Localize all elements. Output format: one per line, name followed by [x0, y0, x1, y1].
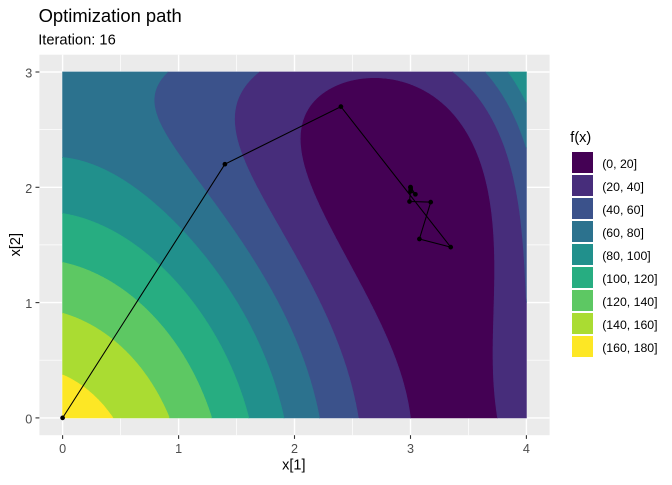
svg-text:1: 1: [175, 442, 182, 456]
svg-text:(40, 60]: (40, 60]: [602, 203, 644, 217]
svg-text:3: 3: [25, 67, 32, 81]
svg-text:2: 2: [25, 182, 32, 196]
svg-text:2: 2: [291, 442, 298, 456]
svg-text:0: 0: [59, 442, 66, 456]
svg-text:Iteration: 16: Iteration: 16: [38, 33, 116, 49]
svg-text:(0, 20]: (0, 20]: [602, 157, 637, 171]
svg-text:x[1]: x[1]: [282, 458, 305, 474]
svg-text:0: 0: [25, 413, 32, 427]
svg-text:(140, 160]: (140, 160]: [602, 318, 657, 332]
svg-text:(100, 120]: (100, 120]: [602, 272, 657, 286]
svg-text:(60, 80]: (60, 80]: [602, 226, 644, 240]
svg-text:Optimization path: Optimization path: [39, 5, 182, 26]
svg-text:3: 3: [407, 442, 414, 456]
svg-text:f(x): f(x): [570, 130, 591, 146]
svg-text:4: 4: [523, 442, 530, 456]
svg-text:(160, 180]: (160, 180]: [602, 341, 657, 355]
svg-text:(20, 40]: (20, 40]: [602, 180, 644, 194]
svg-text:(120, 140]: (120, 140]: [602, 295, 657, 309]
svg-text:x[2]: x[2]: [8, 233, 24, 256]
svg-text:1: 1: [25, 297, 32, 311]
svg-text:(80, 100]: (80, 100]: [602, 249, 651, 263]
